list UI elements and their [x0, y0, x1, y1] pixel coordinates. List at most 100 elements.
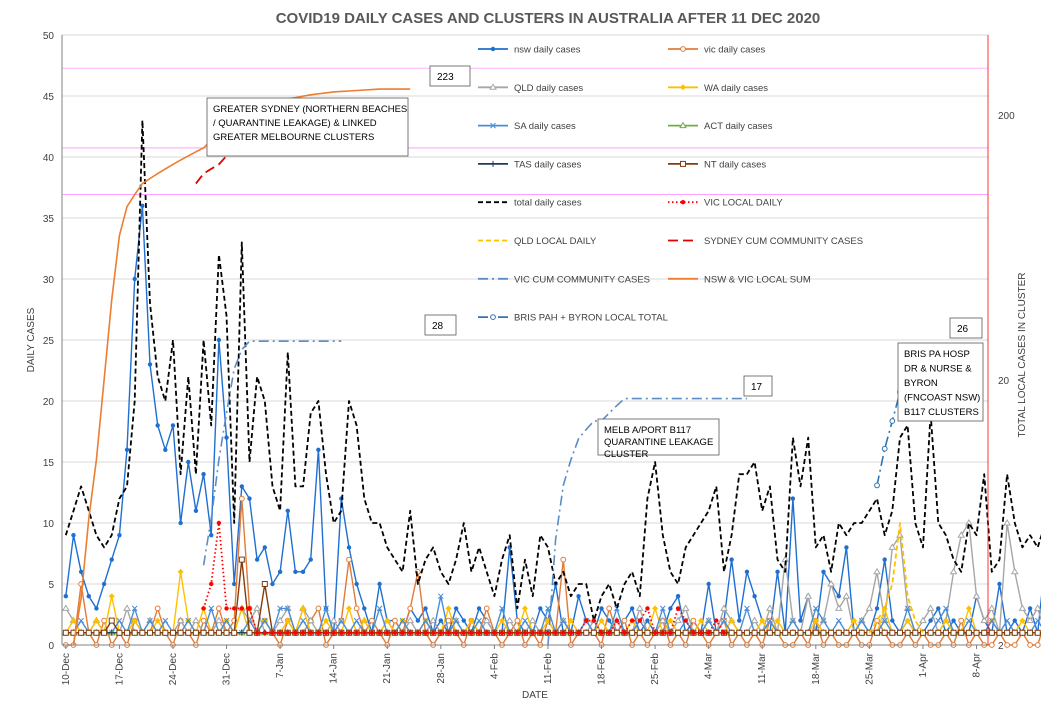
series-point [590, 629, 597, 636]
series-point [530, 630, 535, 635]
series-point [483, 605, 490, 612]
legend-label: TAS daily cases [514, 159, 582, 170]
series-point [437, 593, 444, 600]
series-point [629, 618, 635, 623]
series-point [645, 606, 650, 611]
series-point [94, 606, 99, 611]
series-point [293, 630, 298, 635]
series-point [873, 567, 881, 575]
legend-label: nsw daily cases [514, 45, 581, 56]
series-point [843, 629, 850, 636]
series-point [737, 618, 742, 623]
series-point [904, 605, 911, 612]
series-point [698, 630, 704, 635]
y-tick-label: 50 [43, 31, 55, 42]
series-point [614, 618, 620, 623]
y-tick-label: 45 [43, 92, 55, 103]
series-point [805, 629, 812, 636]
legend-item-wa-daily-cases: WA daily cases [668, 83, 768, 94]
series-point [253, 604, 262, 611]
series-point [652, 605, 659, 612]
series-point [308, 557, 313, 562]
legend-marker [680, 160, 686, 167]
series-point [231, 629, 238, 636]
series-point [774, 617, 781, 624]
series-point [247, 496, 252, 501]
series-line [195, 101, 357, 185]
series-point [376, 605, 383, 612]
series-point [147, 629, 154, 636]
series-point [583, 629, 590, 636]
series-point [567, 617, 574, 624]
legend-label: WA daily cases [704, 83, 768, 94]
series-point [835, 629, 842, 636]
series-point [659, 605, 666, 612]
series-point [736, 629, 743, 636]
series-point [208, 605, 215, 612]
series-point [338, 617, 345, 624]
series-point [958, 629, 965, 636]
series-point [239, 484, 245, 489]
series-point [215, 629, 222, 636]
callout-box [743, 375, 773, 397]
series-point [980, 616, 989, 624]
series-point [108, 593, 115, 600]
series-point [208, 629, 215, 636]
series-point [223, 629, 230, 636]
series-point [528, 616, 537, 624]
series-point [323, 617, 330, 624]
series-point [928, 618, 933, 623]
series-point [354, 630, 359, 635]
series-line [868, 522, 924, 634]
series-line [547, 397, 747, 646]
series-point [545, 630, 551, 635]
series-point [185, 629, 192, 636]
series-point [177, 629, 184, 636]
series-point [988, 617, 995, 624]
series-point [285, 630, 290, 635]
series-point [996, 629, 1003, 636]
series-point [423, 606, 428, 611]
series-point [865, 604, 874, 611]
y-tick-label: 20 [43, 397, 55, 408]
legend-marker [490, 160, 496, 167]
series-point [399, 617, 406, 624]
series-total-daily-cases [64, 119, 1041, 622]
series-point [950, 629, 957, 636]
y-tick-label: 0 [48, 641, 54, 652]
series-point [361, 617, 368, 624]
series-point [766, 604, 774, 611]
series-point [560, 617, 567, 624]
series-point [789, 617, 796, 624]
y-tick-label: 15 [43, 458, 55, 469]
x-tick-label: 11-Feb [543, 653, 554, 684]
series-point [553, 630, 558, 635]
series-point [683, 618, 688, 623]
series-point [231, 581, 237, 587]
series-point [874, 606, 880, 611]
annotation-line: B117 CLUSTERS [904, 407, 979, 418]
series-point [957, 531, 966, 538]
legend-marker [490, 122, 496, 129]
series-point [866, 629, 873, 636]
series-point [851, 617, 858, 624]
series-point [238, 556, 245, 563]
x-tick-label: 8-Apr [972, 652, 983, 677]
y-tick-label: 5 [48, 580, 54, 591]
series-point [942, 617, 949, 624]
callout-label: 28 [432, 321, 444, 332]
series-point [262, 630, 268, 635]
series-point [1004, 642, 1011, 648]
series-point [499, 617, 506, 624]
series-point [346, 630, 352, 635]
annotation-box [597, 418, 720, 456]
series-point [965, 605, 972, 612]
x-axis-label: DATE [522, 690, 548, 701]
series-point [163, 447, 168, 452]
series-point [599, 630, 604, 635]
series-point [637, 618, 642, 623]
series-point [1034, 617, 1041, 624]
series-point [285, 508, 290, 513]
series-point [476, 630, 482, 635]
